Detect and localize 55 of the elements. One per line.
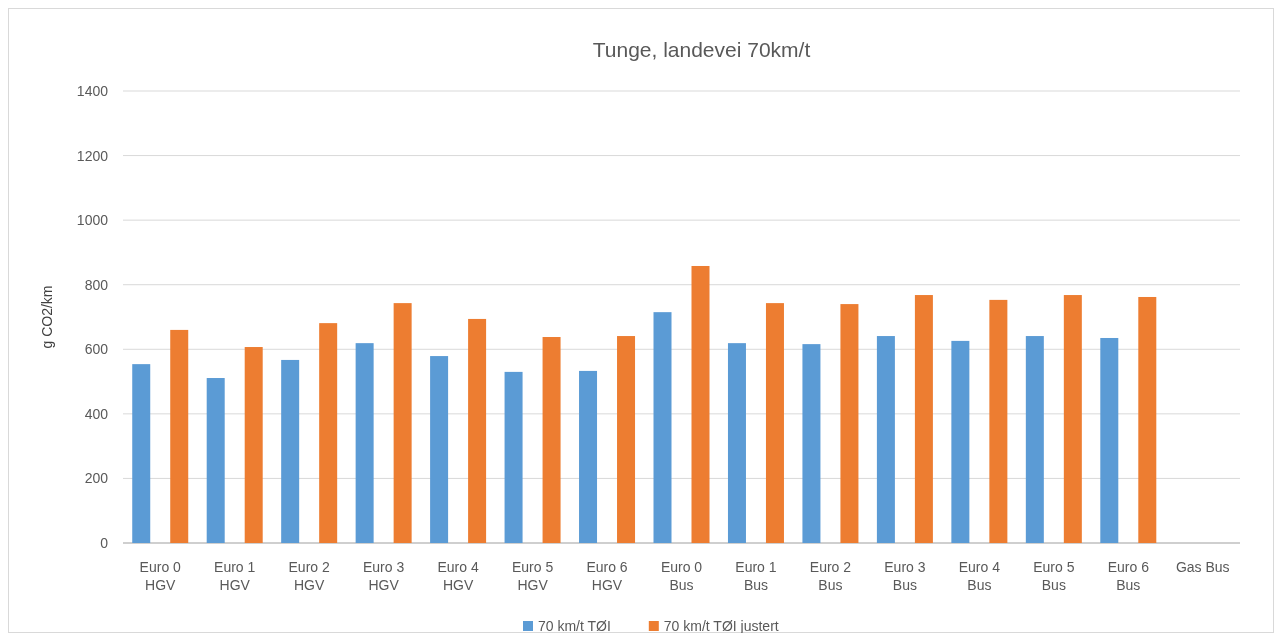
y-tick-label: 1400 (76, 83, 109, 99)
x-tick-label: Gas Bus (1175, 559, 1230, 575)
x-tick-label: Euro 4 HGV (437, 559, 479, 593)
x-tick-label: Euro 3 Bus (884, 559, 926, 593)
bar (691, 265, 710, 543)
y-tick-label: 800 (84, 276, 109, 293)
bar (914, 295, 933, 543)
bar (1063, 295, 1082, 543)
bar (504, 371, 523, 543)
bar (840, 304, 859, 543)
x-tick-label: Euro 3 HGV (363, 559, 405, 593)
bar (653, 312, 672, 543)
bar (468, 318, 487, 543)
bar (206, 378, 225, 543)
x-tick-label: Euro 1 Bus (735, 559, 777, 593)
y-tick-label: 400 (84, 405, 109, 422)
bar (244, 347, 263, 543)
bar (1025, 336, 1044, 543)
bar (393, 303, 412, 543)
legend-label: 70 km/t TØI (538, 618, 611, 634)
bar (765, 303, 784, 543)
bar (281, 359, 300, 543)
x-tick-label: Euro 5 HGV (511, 559, 554, 593)
bar (132, 364, 151, 543)
bar (579, 370, 598, 543)
y-tick-label: 600 (84, 341, 109, 358)
y-tick-label: 1000 (76, 212, 109, 229)
x-tick-label: Euro 2 HGV (288, 559, 330, 593)
x-tick-label: Euro 1 HGV (214, 559, 256, 593)
y-tick-label: 0 (100, 535, 109, 551)
x-tick-label: Euro 0 HGV (139, 559, 182, 593)
bar (1100, 337, 1119, 543)
x-tick-label: Euro 6 Bus (1107, 559, 1150, 593)
bar (542, 337, 561, 543)
bar (319, 323, 338, 543)
bar (170, 329, 189, 543)
bar (876, 336, 895, 543)
legend-label: 70 km/t TØI justert (663, 618, 779, 634)
x-tick-label: Euro 0 Bus (660, 559, 703, 593)
chart-title: Tunge, landevei 70km/t (592, 38, 811, 61)
bar (989, 299, 1008, 543)
bar (617, 336, 636, 543)
bar (430, 356, 449, 543)
bar (727, 343, 746, 543)
y-tick-label: 200 (84, 470, 109, 487)
x-tick-label: Euro 5 Bus (1033, 559, 1075, 593)
bar (355, 343, 374, 543)
x-tick-label: Euro 6 HGV (586, 559, 628, 593)
y-axis-title: g CO2/km (39, 285, 55, 349)
bar (1138, 296, 1157, 543)
x-tick-label: Euro 2 Bus (809, 559, 852, 593)
bar (802, 344, 821, 543)
bar (951, 340, 970, 543)
x-tick-label: Euro 4 Bus (958, 559, 1001, 593)
y-tick-label: 1200 (76, 147, 109, 164)
